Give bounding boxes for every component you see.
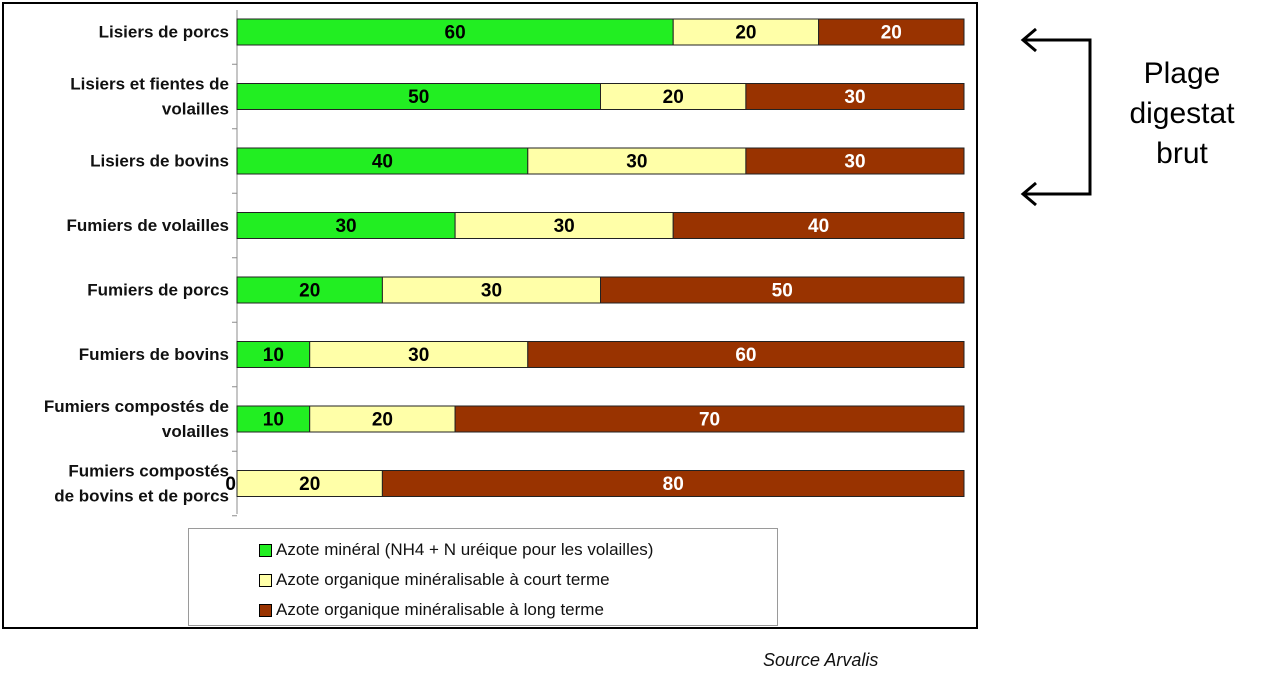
data-label: 30: [481, 281, 502, 302]
stacked-bar-chart: Lisiers de porcs 60 20 20 Lisiers et fientes…: [44, 10, 965, 517]
arrowhead-bottom: [1020, 181, 1037, 207]
data-label: 80: [663, 474, 684, 495]
category-label: de bovins et de porcs: [54, 487, 229, 506]
bar-segment: [236, 83, 601, 110]
legend-item-mineral: Azote minéral (NH4 + N uréique pour les …: [259, 539, 653, 561]
arrowhead-top: [1020, 27, 1037, 53]
data-label: 30: [408, 345, 429, 366]
data-label: 10: [263, 410, 284, 431]
bar-segment: [236, 212, 456, 239]
data-label: 20: [663, 87, 684, 108]
legend-item-short-term: Azote organique minéralisable à court te…: [259, 569, 610, 591]
data-label: 30: [844, 87, 865, 108]
data-label: 10: [263, 345, 284, 366]
bar-segment: [600, 83, 747, 110]
bar-segment: [745, 147, 965, 175]
bar-segment: [527, 147, 747, 175]
category-label: Fumiers compostés de: [44, 397, 229, 416]
category-label: volailles: [162, 422, 229, 441]
bar-segment: [672, 212, 965, 239]
data-label: 30: [335, 216, 356, 237]
legend-label-long-term: Azote organique minéralisable à long ter…: [276, 600, 604, 619]
bar-segment: [236, 341, 311, 368]
data-label: 60: [735, 345, 756, 366]
category-label: Lisiers et fientes de: [70, 75, 229, 94]
data-label: 20: [881, 23, 902, 44]
data-label: 50: [408, 87, 429, 108]
legend-label-short-term: Azote organique minéralisable à court te…: [276, 570, 610, 589]
category-label: Fumiers de bovins: [79, 345, 229, 364]
chart-frame: Lisiers de porcs 60 20 20 Lisiers et fientes…: [2, 2, 978, 629]
category-label: volailles: [162, 100, 229, 119]
bar-segment: [236, 276, 383, 304]
source-note: Source Arvalis: [763, 650, 879, 670]
bar-segment: [818, 18, 965, 46]
annotation-line-2: digestat: [1129, 97, 1235, 130]
annotation-line-3: brut: [1156, 137, 1208, 170]
category-label: Fumiers compostés: [68, 462, 229, 481]
category-label: Fumiers de volailles: [66, 216, 229, 235]
bar-segment: [745, 83, 965, 110]
category-label: Lisiers de porcs: [99, 23, 229, 42]
bar-segment: [309, 341, 529, 368]
legend-swatch-long-term: [259, 603, 272, 617]
legend-swatch-mineral: [259, 543, 272, 557]
annotation-line-1: Plage: [1143, 57, 1221, 90]
bar-segment: [309, 405, 456, 433]
legend: Azote minéral (NH4 + N uréique pour les …: [188, 528, 778, 626]
data-label: 40: [372, 152, 393, 173]
category-label: Lisiers de bovins: [90, 152, 229, 171]
data-label: 30: [844, 152, 865, 173]
data-label: 20: [735, 23, 756, 44]
data-label: 0: [225, 474, 236, 495]
bar-segment: [454, 212, 674, 239]
bar-segment: [236, 18, 674, 46]
data-label: 20: [299, 281, 320, 302]
legend-swatch-short-term: [259, 573, 272, 587]
data-label: 30: [626, 152, 647, 173]
data-label: 30: [554, 216, 575, 237]
bar-segment: [600, 276, 965, 304]
data-label: 20: [372, 410, 393, 431]
annotation-text: Plage digestat brut: [1112, 54, 1252, 174]
data-label: 40: [808, 216, 829, 237]
legend-label-mineral: Azote minéral (NH4 + N uréique pour les …: [276, 540, 654, 559]
bar-segment: [236, 147, 529, 175]
bar-segment: [527, 341, 965, 368]
data-label: 70: [699, 410, 720, 431]
bar-segment: [454, 405, 965, 433]
category-label: Fumiers de porcs: [87, 281, 229, 300]
legend-item-long-term: Azote organique minéralisable à long ter…: [259, 599, 604, 621]
bar-segment: [381, 470, 965, 497]
bar-segment: [236, 470, 383, 497]
bracket-arrow: [1020, 27, 1092, 207]
bracket-line: [1024, 38, 1092, 196]
bar-segment: [236, 405, 311, 433]
data-label: 60: [445, 23, 466, 44]
data-label: 20: [299, 474, 320, 495]
data-label: 50: [772, 281, 793, 302]
